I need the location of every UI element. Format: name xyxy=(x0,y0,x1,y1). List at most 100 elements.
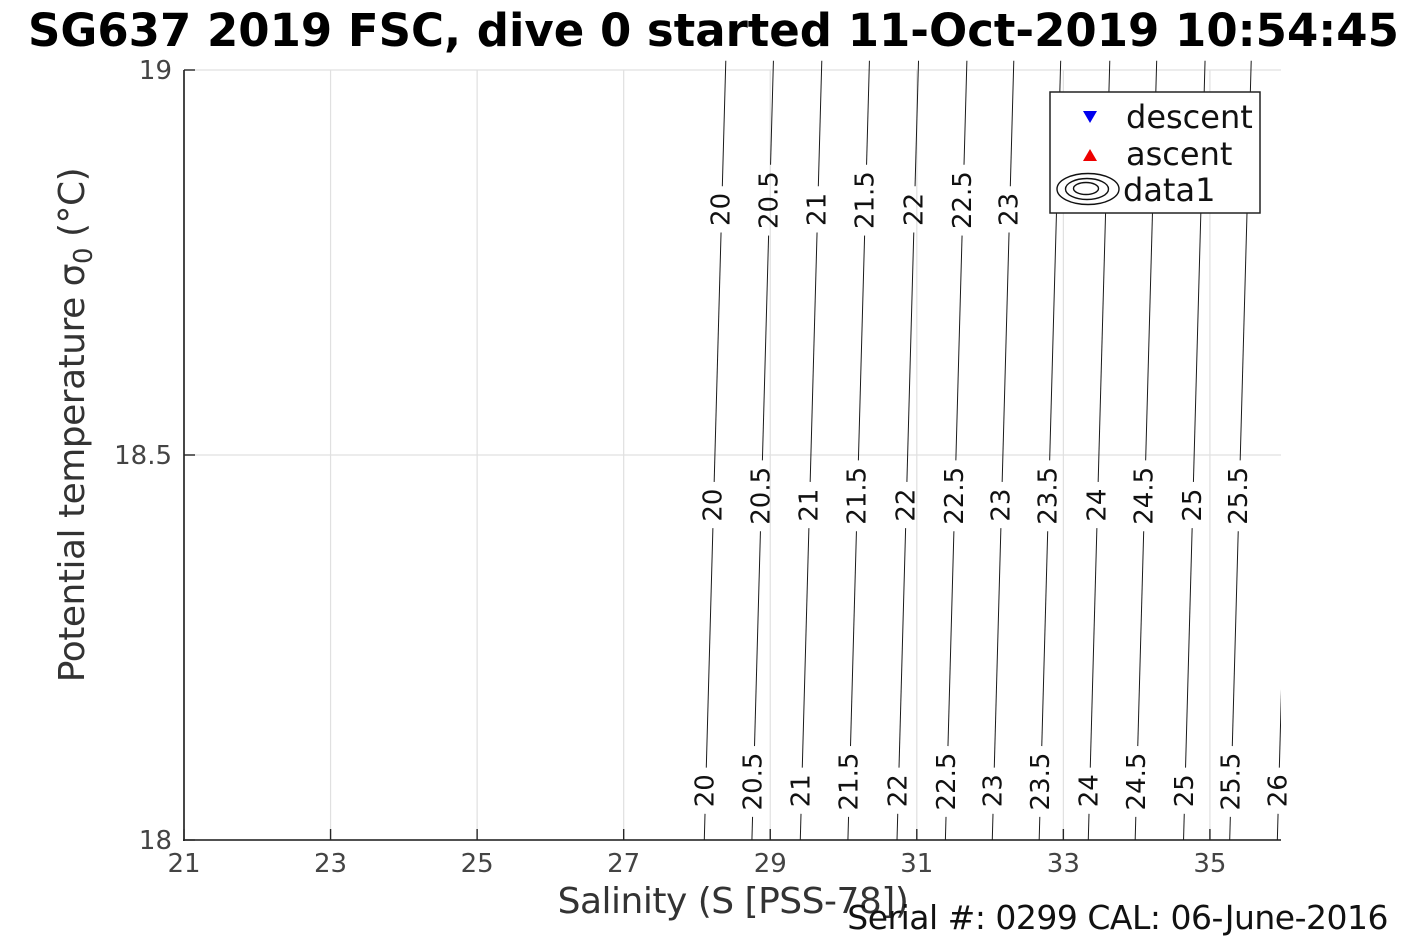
contour-line xyxy=(1278,689,1281,768)
contour-line xyxy=(1089,528,1098,768)
contour-label: 22.5 xyxy=(948,171,978,229)
contour-label: 24.5 xyxy=(1130,467,1160,525)
contour-label: 20 xyxy=(707,193,737,226)
x-tick-label: 29 xyxy=(754,849,787,879)
contour-label: 25 xyxy=(1178,489,1208,522)
contour-line xyxy=(801,528,810,768)
contour-line xyxy=(1134,816,1137,841)
y-axis-label-main: Potential temperature σ xyxy=(52,264,93,682)
contour-line xyxy=(1087,813,1090,841)
y-tick-labels: 18 18.5 19 xyxy=(114,56,172,856)
contour-label: 21.5 xyxy=(842,467,872,525)
y-tick-label: 19 xyxy=(139,56,172,86)
contour-label: 21.5 xyxy=(851,171,881,229)
legend-label-ascent: ascent xyxy=(1126,135,1232,173)
contour-line xyxy=(703,813,706,841)
contour-label: 24 xyxy=(1083,489,1113,522)
y-axis-label-unit: (°C) xyxy=(52,168,93,248)
contour-label: 23 xyxy=(995,193,1025,226)
contour-line xyxy=(754,531,761,747)
triangle-down-icon xyxy=(1083,111,1097,123)
contour-line xyxy=(947,531,955,747)
contour-label: 22.5 xyxy=(940,467,970,525)
x-tick-label: 33 xyxy=(1047,849,1080,879)
contour-rings-icon xyxy=(1056,172,1120,206)
contour-label: 21 xyxy=(795,489,825,522)
isopycnal-contour-labels: 20 20 20 20.5 20.5 20.5 21 21 21 21.5 21.5 21.5 22 22… xyxy=(691,171,1294,810)
contour-line xyxy=(1001,232,1010,482)
legend: descent ascent data1 xyxy=(1049,91,1261,214)
legend-item-data1: data1 xyxy=(1056,171,1215,209)
contour-label: 24 xyxy=(1075,774,1105,807)
x-tick-label: 35 xyxy=(1193,849,1226,879)
contour-line xyxy=(866,60,870,165)
contour-label: 26 xyxy=(1264,774,1294,807)
contour-line xyxy=(850,531,857,747)
x-axis-label: Salinity (S [PSS-78]) xyxy=(558,881,909,922)
contour-line xyxy=(847,816,850,841)
contour-line xyxy=(1183,813,1185,841)
contour-label: 25 xyxy=(1170,774,1200,807)
legend-item-ascent: ascent xyxy=(1083,135,1232,173)
contour-line xyxy=(761,235,770,461)
x-tick-label: 23 xyxy=(314,849,347,879)
contour-label: 22 xyxy=(891,489,921,522)
contour-line xyxy=(1229,816,1231,841)
contour-line xyxy=(914,60,920,187)
contour-label: 20.5 xyxy=(739,753,769,811)
contour-label: 23 xyxy=(979,774,1009,807)
y-tick-label: 18.5 xyxy=(114,441,172,471)
contour-label: 21 xyxy=(803,193,833,226)
contour-line xyxy=(906,232,915,482)
contour-label: 21 xyxy=(787,774,817,807)
contour-label: 24.5 xyxy=(1122,753,1152,811)
contour-line xyxy=(770,60,774,165)
contour-label: 23.5 xyxy=(1034,467,1064,525)
contour-line xyxy=(1276,813,1279,841)
contour-line xyxy=(713,232,722,482)
contour-line xyxy=(817,60,823,187)
x-tick-label: 27 xyxy=(607,849,640,879)
contour-line xyxy=(963,60,968,165)
contour-line xyxy=(991,813,994,841)
contour-label: 22 xyxy=(899,193,929,226)
contour-label: 25.5 xyxy=(1224,467,1254,525)
contour-label: 20 xyxy=(699,489,729,522)
y-axis-label-subscript: 0 xyxy=(69,248,99,264)
contour-line xyxy=(944,816,947,841)
contour-line xyxy=(1231,531,1239,747)
contour-line xyxy=(955,235,963,461)
contour-line xyxy=(751,816,754,841)
contour-line xyxy=(898,528,907,768)
contour-label: 20.5 xyxy=(755,171,785,229)
contour-label: 25.5 xyxy=(1216,753,1246,811)
contour-label: 21.5 xyxy=(835,753,865,811)
y-tick-label: 18 xyxy=(139,826,172,856)
contour-label: 22 xyxy=(883,774,913,807)
axis-tick-marks xyxy=(183,69,1211,841)
y-axis-label: Potential temperature σ0 (°C) xyxy=(52,168,99,682)
contour-line xyxy=(809,232,818,482)
legend-label-data1: data1 xyxy=(1123,171,1215,209)
contour-label: 23.5 xyxy=(1026,753,1056,811)
x-tick-labels: 21 23 25 27 29 31 33 35 xyxy=(167,849,1226,879)
contour-line xyxy=(721,60,727,187)
contour-line xyxy=(1041,531,1049,747)
contour-label: 23 xyxy=(987,489,1017,522)
contour-label: 20 xyxy=(691,774,721,807)
contour-line xyxy=(1009,60,1015,187)
contour-line xyxy=(896,813,899,841)
contour-label: 22.5 xyxy=(932,753,962,811)
contour-label: 20.5 xyxy=(746,467,776,525)
serial-cal-note: Serial #: 0299 CAL: 06-June-2016 xyxy=(847,898,1388,937)
legend-label-descent: descent xyxy=(1126,98,1253,136)
contour-line xyxy=(857,235,866,461)
contour-line xyxy=(1185,528,1193,768)
page-title: SG637 2019 FSC, dive 0 started 11-Oct-20… xyxy=(28,4,1399,57)
x-tick-label: 31 xyxy=(900,849,933,879)
contour-line xyxy=(1038,816,1041,841)
contour-line xyxy=(1137,531,1145,747)
contour-line xyxy=(993,528,1002,768)
